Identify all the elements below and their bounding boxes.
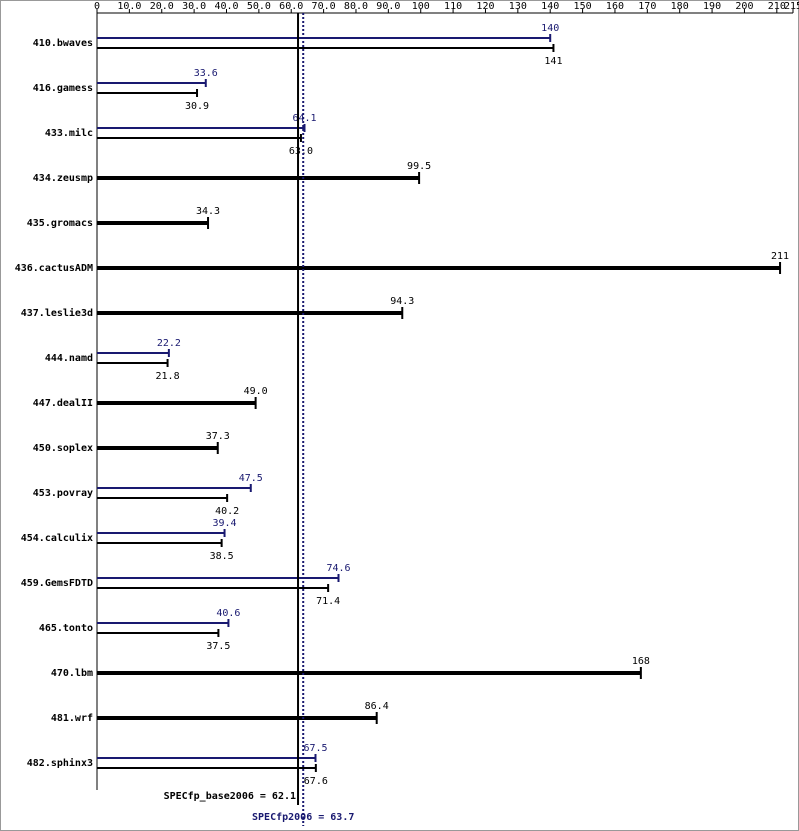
x-tick-label: 190 (703, 1, 721, 12)
peak-value-label: 74.6 (326, 563, 350, 574)
base-value-label: 63.0 (289, 146, 313, 157)
x-tick-label: 70.0 (312, 1, 336, 12)
peak-value-label: 64.1 (292, 113, 316, 124)
x-tick-label: 120 (476, 1, 494, 12)
x-tick-label: 110 (444, 1, 462, 12)
base-value-label: 30.9 (185, 101, 209, 112)
x-tick-label: 30.0 (182, 1, 206, 12)
base-value-label: 71.4 (316, 596, 340, 607)
x-tick-label: 130 (509, 1, 527, 12)
category-label: 416.gamess (33, 83, 93, 94)
x-tick-label: 50.0 (247, 1, 271, 12)
x-tick-label: 0 (94, 1, 100, 12)
value-label: 37.3 (206, 431, 230, 442)
category-label: 465.tonto (39, 623, 93, 634)
category-label: 444.namd (45, 353, 93, 364)
value-label: 211 (771, 251, 789, 262)
x-tick-label: 215 (784, 1, 799, 12)
category-label: 459.GemsFDTD (21, 578, 93, 589)
peak-value-label: 40.6 (216, 608, 240, 619)
peak-metric-label: SPECfp2006 = 63.7 (252, 812, 354, 823)
x-tick-label: 40.0 (214, 1, 238, 12)
x-tick-label: 210 (768, 1, 786, 12)
base-value-label: 37.5 (206, 641, 230, 652)
category-label: 482.sphinx3 (27, 757, 93, 769)
base-value-label: 38.5 (210, 551, 234, 562)
value-label: 86.4 (365, 701, 389, 712)
category-label: 437.leslie3d (21, 307, 93, 319)
x-tick-label: 150 (574, 1, 592, 12)
category-label: 454.calculix (21, 532, 93, 544)
value-label: 34.3 (196, 206, 220, 217)
x-tick-label: 200 (735, 1, 753, 12)
value-label: 99.5 (407, 161, 431, 172)
x-tick-label: 90.0 (376, 1, 400, 12)
x-tick-label: 140 (541, 1, 559, 12)
category-label: 450.soplex (33, 443, 93, 454)
base-value-label: 21.8 (156, 371, 180, 382)
peak-value-label: 39.4 (212, 518, 236, 529)
x-tick-label: 170 (638, 1, 656, 12)
peak-value-label: 33.6 (194, 68, 218, 79)
base-metric-label: SPECfp_base2006 = 62.1 (164, 791, 296, 802)
category-label: 434.zeusmp (33, 173, 93, 184)
x-tick-label: 160 (606, 1, 624, 12)
base-value-label: 141 (544, 56, 562, 67)
x-tick-label: 60.0 (279, 1, 303, 12)
x-tick-label: 180 (671, 1, 689, 12)
base-value-label: 40.2 (215, 506, 239, 517)
x-tick-label: 20.0 (150, 1, 174, 12)
peak-value-label: 22.2 (157, 338, 181, 349)
base-value-label: 67.6 (304, 776, 328, 787)
value-label: 168 (632, 656, 650, 667)
value-label: 94.3 (390, 296, 414, 307)
category-label: 436.cactusADM (15, 263, 93, 274)
category-label: 447.dealII (33, 398, 93, 409)
category-label: 481.wrf (51, 713, 93, 724)
value-label: 49.0 (244, 386, 268, 397)
peak-value-label: 67.5 (303, 743, 327, 754)
category-label: 410.bwaves (33, 38, 93, 49)
category-label: 453.povray (33, 488, 93, 499)
peak-value-label: 47.5 (239, 473, 263, 484)
x-tick-label: 80.0 (344, 1, 368, 12)
x-tick-label: 100 (412, 1, 430, 12)
category-label: 433.milc (45, 127, 93, 139)
peak-value-label: 140 (541, 23, 559, 34)
category-label: 435.gromacs (27, 218, 93, 229)
x-tick-label: 10.0 (117, 1, 141, 12)
category-label: 470.lbm (51, 668, 93, 679)
